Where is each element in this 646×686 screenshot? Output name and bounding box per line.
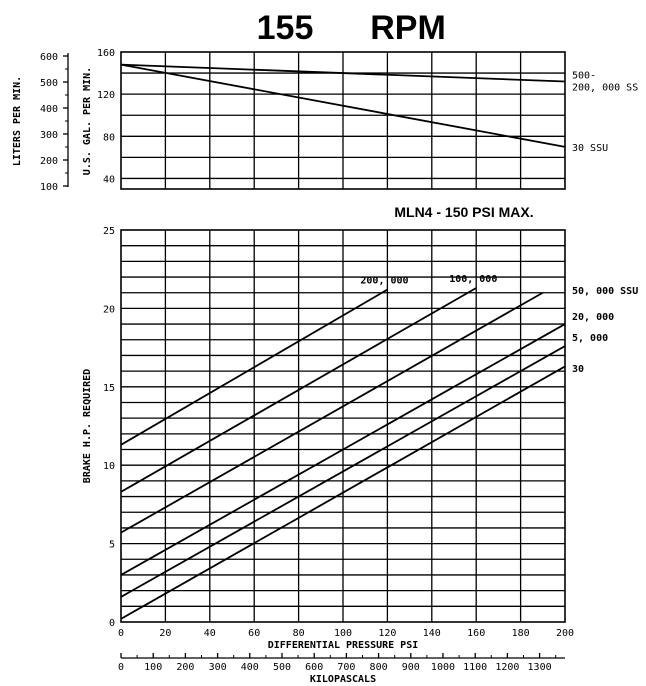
kilopascal-tick-label: 600 [305,662,323,673]
bottom-x-tick-label: 20 [159,628,171,639]
bottom-x-tick-label: 100 [334,628,352,639]
kilopascal-tick-label: 200 [176,662,194,673]
bottom-series-line [120,288,388,446]
kilopascal-tick-label: 700 [337,662,355,673]
bottom-y-axis-label: BRAKE H.P. REQUIRED [82,369,93,483]
top-y-axis-label: U.S. GAL. PER MIN. [82,67,93,175]
bottom-series-label: 100, 000 [449,274,497,285]
flow-chart: 40 80 120 160 100 200 300 400 500 600 U.S. GAL. PE… [12,48,638,193]
kilopascal-axis-label: KILOPASCALS [310,674,376,685]
bottom-series-label: 30 [572,364,584,375]
bottom-series-line [120,345,566,598]
bottom-x-axis-label: DIFFERENTIAL PRESSURE PSI [268,640,419,651]
bottom-series-label: 5, 000 [572,333,608,344]
liters-tick-label: 300 [40,130,58,141]
bottom-series-label: 50, 000 SSU [572,286,638,297]
bottom-y-tick-label: 15 [103,383,115,394]
top-y-tick-label: 80 [103,132,115,143]
kilopascal-tick-label: 300 [209,662,227,673]
kilopascal-tick-label: 1000 [431,662,455,673]
bottom-x-tick-label: 0 [118,628,124,639]
top-series-label: 30 SSU [572,143,608,154]
bottom-x-tick-label: 40 [204,628,216,639]
bottom-y-tick-label: 10 [103,461,115,472]
kilopascal-tick-label: 500 [273,662,291,673]
kilopascal-tick-label: 900 [402,662,420,673]
bottom-x-tick-label: 140 [423,628,441,639]
top-y-tick-label: 40 [103,174,115,185]
liters-tick-label: 400 [40,104,58,115]
bottom-series-line [120,291,544,534]
chart-title-rpm-value: 155 [257,9,314,47]
bottom-x-tick-label: 80 [293,628,305,639]
bottom-y-tick-label: 5 [109,540,115,551]
bottom-x-tick-label: 60 [248,628,260,639]
top-series-label: 200, 000 SS [572,83,638,94]
liters-tick-label: 100 [40,182,58,193]
bottom-y-tick-label: 0 [109,618,115,629]
bottom-series-label: 20, 000 [572,312,614,323]
liters-tick-label: 500 [40,78,58,89]
bottom-series-line [120,365,566,620]
top-plot-frame [120,51,566,190]
bottom-x-tick-label: 120 [378,628,396,639]
kilopascal-tick-label: 1200 [495,662,519,673]
kilopascal-tick-label: 400 [241,662,259,673]
bottom-x-tick-label: 160 [467,628,485,639]
chart-title-rpm-unit: RPM [370,9,446,47]
bottom-y-tick-label: 20 [103,304,115,315]
liters-tick-label: 200 [40,156,58,167]
horsepower-chart-title: MLN4 - 150 PSI MAX. [394,204,533,220]
bottom-series-line [120,287,477,493]
top-series-line [120,63,566,148]
bottom-series-line [120,323,566,576]
bottom-plot-frame [120,229,566,623]
horsepower-chart: 0 5 10 15 20 25 0 20 40 60 80 100 120 140 160 180 200 DIF… [82,226,638,685]
kilopascal-tick-label: 1300 [528,662,552,673]
bottom-x-tick-label: 200 [556,628,574,639]
kilopascal-tick-label: 100 [144,662,162,673]
top-y-tick-label: 160 [97,48,115,59]
top-series-label: 500- [572,71,596,82]
liters-axis-label: LITERS PER MIN. [12,76,23,166]
top-y-tick-label: 120 [97,90,115,101]
kilopascal-tick-label: 1100 [463,662,487,673]
kilopascal-tick-label: 0 [118,662,124,673]
top-series-line [120,63,566,83]
kilopascal-tick-label: 800 [370,662,388,673]
bottom-x-tick-label: 180 [512,628,530,639]
bottom-series-label: 200, 000 [360,276,408,287]
liters-tick-label: 600 [40,52,58,63]
bottom-y-tick-label: 25 [103,226,115,237]
